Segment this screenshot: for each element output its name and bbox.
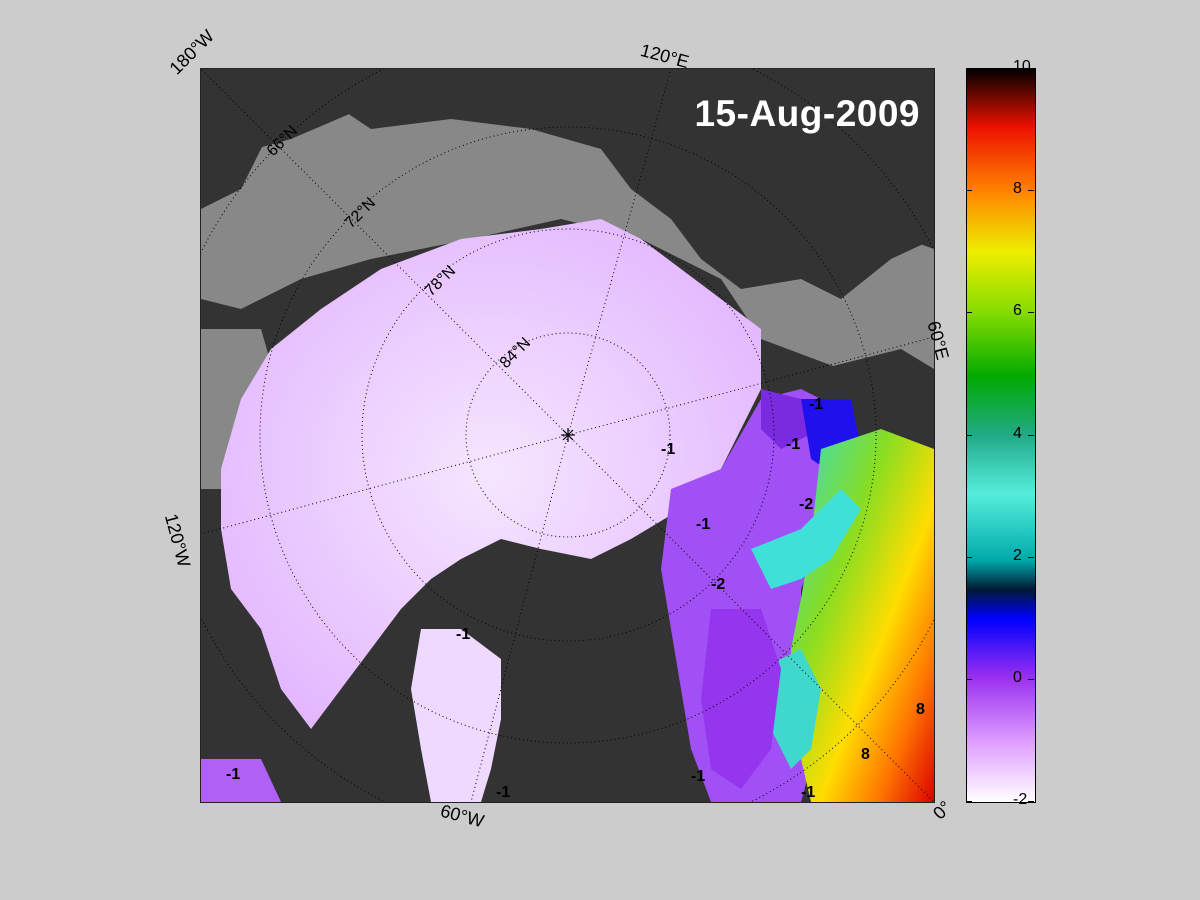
- colorbar-tick-mark: [1028, 312, 1034, 314]
- contour-label: -1: [496, 784, 510, 801]
- colorbar-tick-mark: [1028, 68, 1034, 69]
- shelf-region: [201, 89, 934, 369]
- colorbar-tick-mark: [1028, 190, 1034, 192]
- colorbar-tick-mark: [966, 434, 972, 436]
- graticule-meridians: [201, 69, 934, 802]
- colorbar-tick-mark: [1028, 678, 1034, 680]
- colorbar-tick-mark: [966, 801, 972, 802]
- cyan-filament: [751, 489, 861, 589]
- contour-label: -1: [696, 516, 710, 533]
- cold-water-fringe: [761, 389, 821, 449]
- colorbar-tick-mark: [966, 556, 972, 558]
- colorbar-tick-label: 8: [1013, 180, 1022, 198]
- contour-label: 8: [916, 701, 925, 718]
- colorbar-tick-label: 10: [1013, 58, 1031, 75]
- baffin-bay-ice: [411, 629, 501, 802]
- contour-label: -1: [691, 768, 705, 785]
- purple-tongue: [701, 609, 781, 789]
- colorbar-tick-mark: [1028, 434, 1034, 436]
- contour-label: -1: [809, 396, 823, 413]
- colorbar: [966, 68, 1036, 803]
- southwest-cold-water: [201, 759, 281, 802]
- contour-label: -2: [799, 496, 813, 513]
- contour-label: 8: [861, 746, 870, 763]
- colorbar-tick-mark: [1028, 556, 1034, 558]
- colorbar-tick-mark: [1028, 801, 1034, 802]
- colorbar-tick-label: 4: [1013, 424, 1022, 442]
- contour-label: -1: [661, 441, 675, 458]
- map-canvas: 66°N 72°N 78°N 84°N -1 -1 -1 -1 -2 -2 -1…: [201, 69, 934, 802]
- contour-label: -1: [786, 436, 800, 453]
- graticule-latitude: [201, 69, 934, 802]
- lon-label-120w: 120°W: [160, 511, 195, 570]
- alaska-landmass: [201, 69, 291, 209]
- contour-label: -1: [801, 784, 815, 801]
- north-pole-marker: [561, 428, 575, 442]
- contour-label: -1: [456, 626, 470, 643]
- greenland-landmass: [501, 539, 701, 802]
- scandinavia-landmass: [821, 349, 934, 409]
- colorbar-tick-label: 2: [1013, 546, 1022, 564]
- colorbar-tick-label: 6: [1013, 302, 1022, 320]
- contour-label: -2: [711, 576, 725, 593]
- colorbar-tick-mark: [966, 68, 972, 69]
- date-stamp: 15-Aug-2009: [694, 93, 920, 134]
- colorbar-tick-label: -2: [1013, 791, 1028, 808]
- colorbar-tick-mark: [966, 312, 972, 314]
- colorbar-tick-mark: [966, 678, 972, 680]
- siberia-landmass: [321, 69, 934, 299]
- lon-label-60w: 60°W: [438, 800, 487, 832]
- colorbar-tick-mark: [966, 190, 972, 192]
- contour-label: -1: [226, 766, 240, 783]
- colorbar-tick-label: 0: [1013, 668, 1022, 686]
- sea-ice-region: [221, 219, 761, 729]
- sea-surface-temperature-map: 66°N 72°N 78°N 84°N -1 -1 -1 -1 -2 -2 -1…: [200, 68, 935, 803]
